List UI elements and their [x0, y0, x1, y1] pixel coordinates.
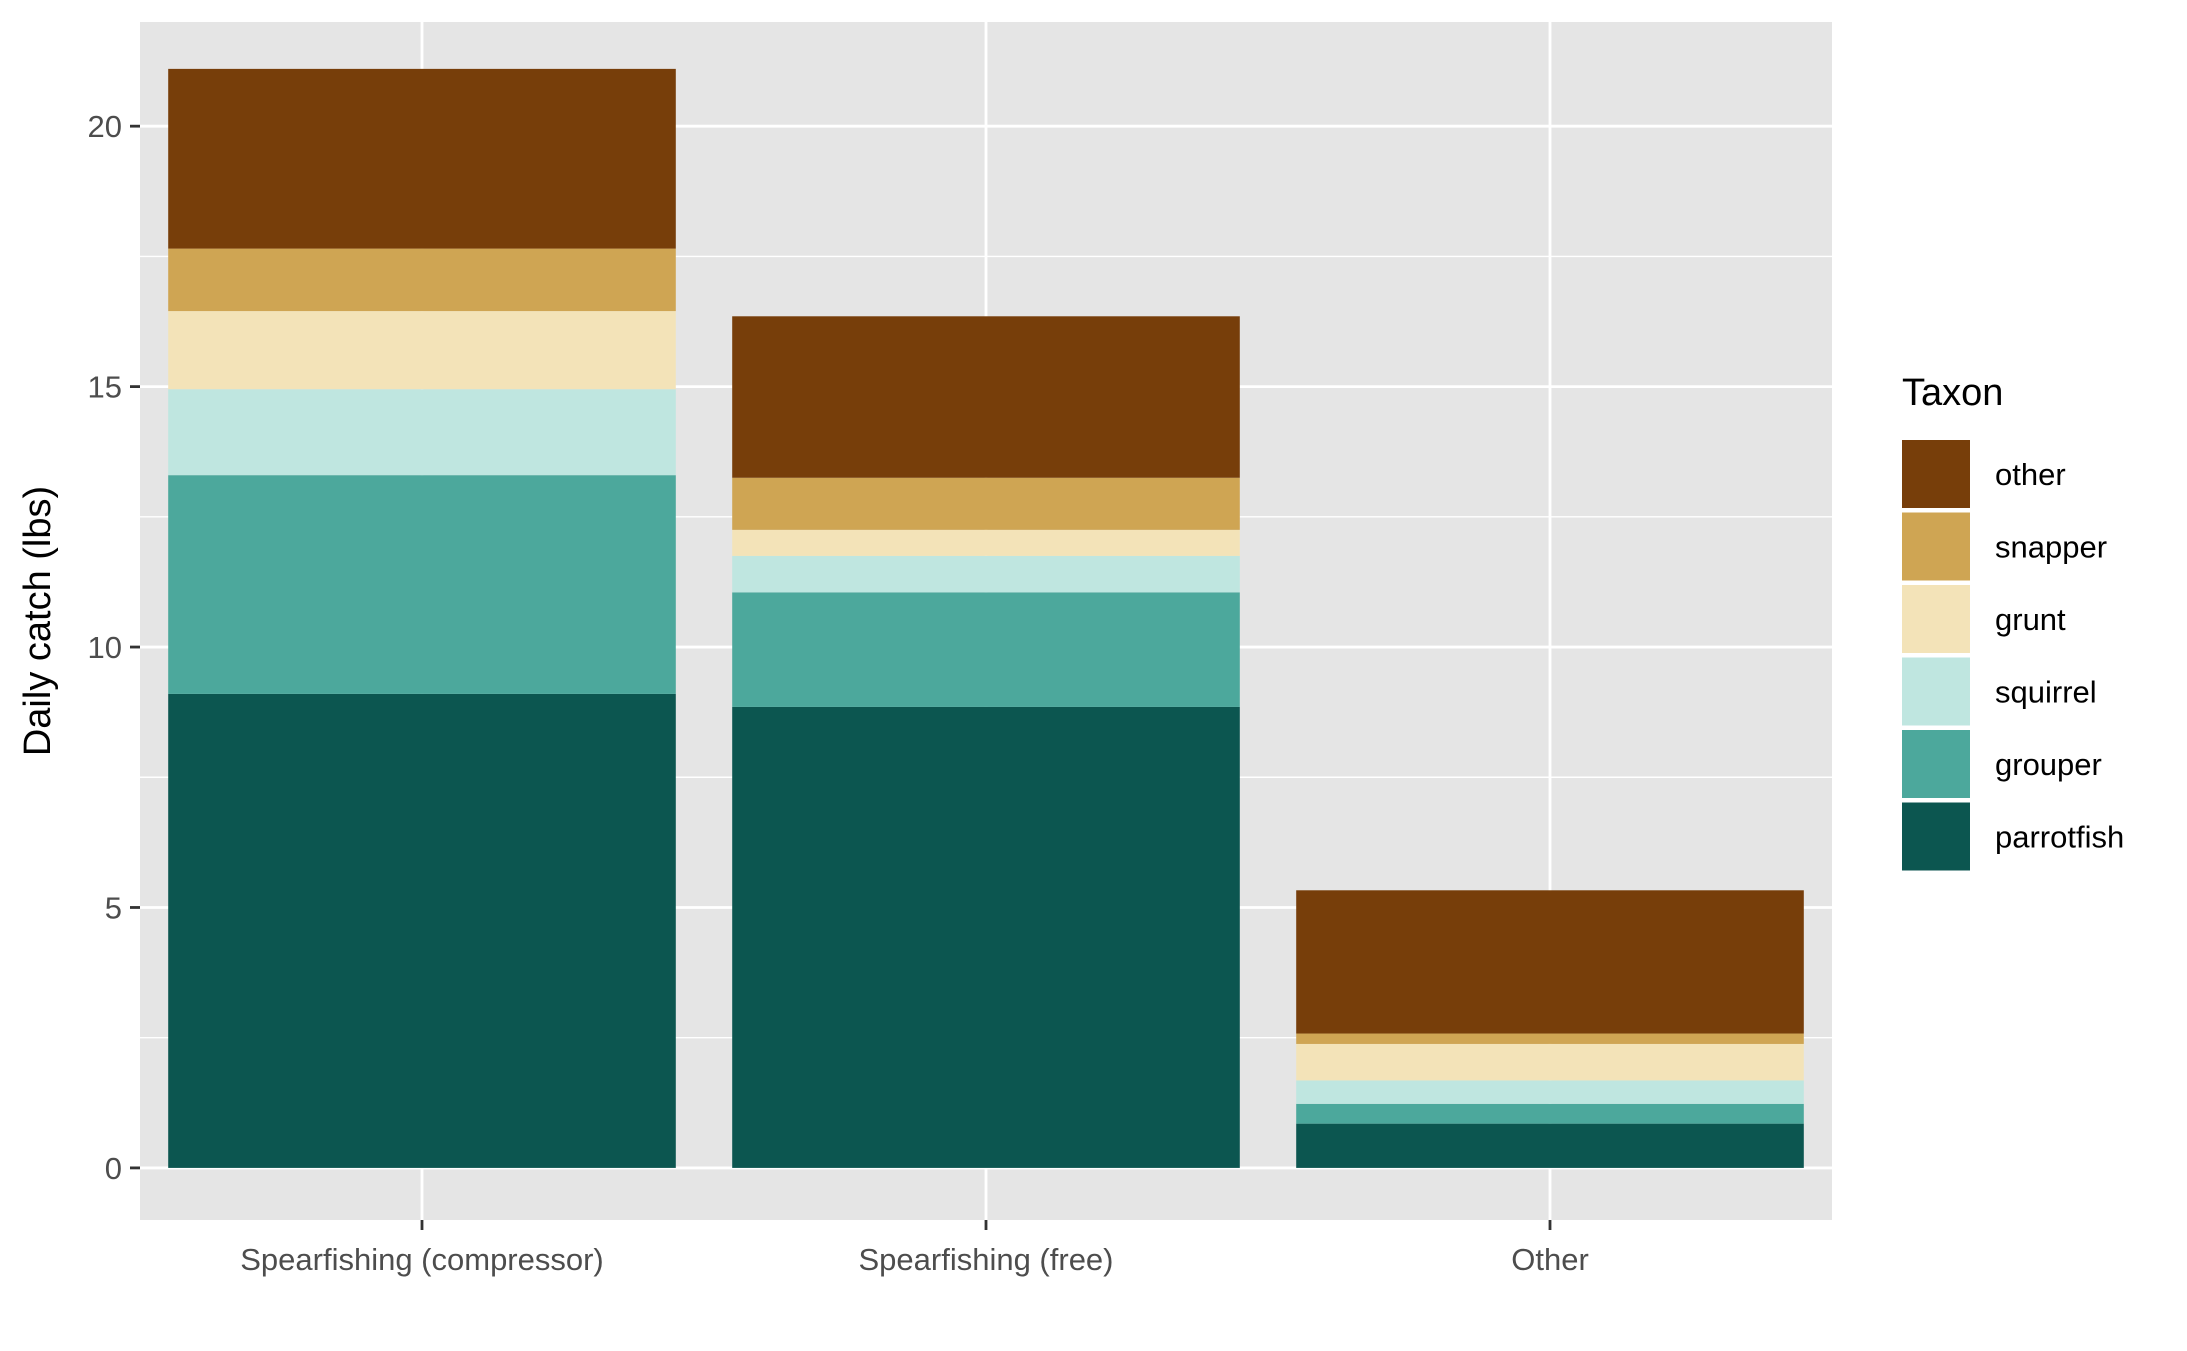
y-tick-label: 0: [105, 1151, 122, 1186]
bar-segment-grunt: [1296, 1043, 1804, 1081]
legend-key-other: [1902, 440, 1970, 508]
bar-segment-snapper: [1296, 1033, 1804, 1044]
legend-label-other: other: [1995, 457, 2066, 492]
legend-label-squirrel: squirrel: [1995, 675, 2097, 710]
legend-key-snapper: [1902, 512, 1970, 581]
bar-segment-grunt: [732, 529, 1240, 556]
bar-segment-snapper: [732, 477, 1240, 530]
bar-segment-parrotfish: [732, 706, 1240, 1168]
legend-label-parrotfish: parrotfish: [1995, 820, 2124, 855]
x-axis: Spearfishing (compressor) Spearfishing (f…: [240, 1220, 1589, 1277]
y-axis: 0 5 10 15 20: [88, 109, 140, 1186]
bars: [168, 68, 1804, 1168]
bar-segment-parrotfish: [168, 693, 676, 1168]
y-tick-label: 5: [105, 890, 122, 925]
bar-segment-other: [168, 68, 676, 249]
legend-label-snapper: snapper: [1995, 530, 2107, 565]
bar-segment-snapper: [168, 248, 676, 312]
bar-segment-squirrel: [732, 555, 1240, 593]
x-tick-label: Spearfishing (compressor): [240, 1242, 604, 1277]
legend-label-grouper: grouper: [1995, 747, 2102, 782]
legend-key-parrotfish: [1902, 802, 1970, 871]
bar-segment-squirrel: [168, 389, 676, 476]
legend-title: Taxon: [1902, 372, 2003, 414]
bar-segment-parrotfish: [1296, 1123, 1804, 1168]
y-tick-label: 20: [88, 109, 122, 144]
legend: Taxon other snapper grunt squirrel grouper pa…: [1902, 372, 2124, 871]
x-tick-label: Other: [1511, 1242, 1589, 1277]
bar-segment-other: [732, 316, 1240, 478]
bar-segment-grouper: [732, 592, 1240, 707]
legend-label-grunt: grunt: [1995, 602, 2066, 637]
legend-key-grouper: [1902, 730, 1970, 798]
x-tick-label: Spearfishing (free): [858, 1242, 1113, 1277]
bar-segment-grouper: [168, 475, 676, 694]
bar-segment-other: [1296, 890, 1804, 1034]
y-tick-label: 15: [88, 370, 122, 405]
y-axis-label: Daily catch (lbs): [17, 486, 59, 756]
legend-key-squirrel: [1902, 657, 1970, 726]
bar-segment-grouper: [1296, 1103, 1804, 1124]
bar-segment-squirrel: [1296, 1080, 1804, 1104]
bar-segment-grunt: [168, 311, 676, 390]
y-tick-label: 10: [88, 630, 122, 665]
legend-key-grunt: [1902, 585, 1970, 653]
